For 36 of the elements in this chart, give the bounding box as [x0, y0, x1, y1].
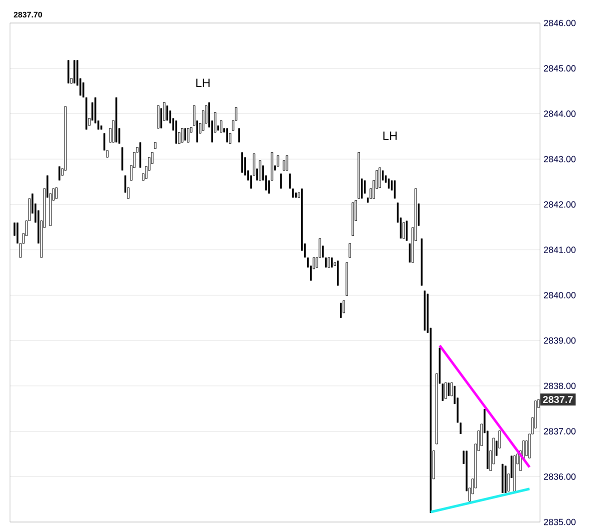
candlestick [286, 155, 288, 171]
y-tick-label: 2841.00 [544, 246, 576, 253]
candlestick [328, 257, 330, 268]
candlestick [55, 187, 58, 199]
candlestick [82, 82, 84, 98]
candlestick [378, 167, 381, 188]
candlestick [276, 155, 280, 167]
y-tick-label: 2835.00 [544, 518, 576, 526]
candlestick [289, 173, 291, 189]
y-tick-label: 2842.00 [544, 201, 576, 208]
y-tick-label: 2844.00 [544, 110, 576, 117]
candlestick [238, 128, 240, 143]
candlestick [181, 128, 184, 143]
y-tick-label: 2843.00 [544, 156, 576, 162]
candlestick [187, 128, 190, 143]
annotation: LH [383, 132, 397, 140]
candlestick [220, 120, 222, 133]
y-tick-label: 2845.00 [544, 65, 576, 72]
candlestick [280, 173, 282, 189]
y-tick-label: 2846.00 [544, 20, 576, 26]
y-tick-label: 2838.00 [544, 382, 576, 390]
candlestick [226, 128, 228, 143]
y-tick-label: 2836.00 [544, 473, 576, 480]
candlestick [444, 382, 447, 400]
candlestick [258, 160, 262, 181]
candlestick [73, 60, 76, 84]
y-tick-label: 2839.00 [544, 337, 576, 344]
y-tick-label: 2837.00 [544, 428, 576, 434]
y-tick-label: 2840.00 [544, 292, 576, 298]
annotation: LH [196, 78, 210, 87]
candlestick [67, 60, 70, 84]
annotation: 2837.7 [543, 396, 573, 404]
candlestick [157, 105, 160, 129]
candlestick [348, 243, 352, 258]
candlestick [340, 302, 342, 318]
candlestick [58, 166, 60, 181]
